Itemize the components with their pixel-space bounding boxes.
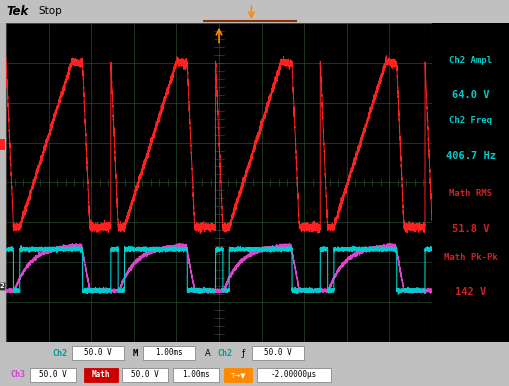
Text: 1.00ms: 1.00ms <box>182 371 210 379</box>
Text: Tek: Tek <box>7 5 29 18</box>
Bar <box>257 368 330 382</box>
Text: Stop: Stop <box>38 6 62 16</box>
Text: M: M <box>132 349 137 358</box>
Text: Math RMS: Math RMS <box>448 189 492 198</box>
Bar <box>173 368 218 382</box>
Text: Ch2 Ampl: Ch2 Ampl <box>448 56 492 64</box>
Text: -2.00000μs: -2.00000μs <box>270 371 317 379</box>
Bar <box>251 345 303 360</box>
Bar <box>30 368 76 382</box>
Text: Ch2: Ch2 <box>217 349 232 358</box>
Text: 1.00ms: 1.00ms <box>155 348 183 357</box>
Text: 50.0 V: 50.0 V <box>264 348 291 357</box>
Text: 50.0 V: 50.0 V <box>131 371 159 379</box>
Text: Math Pk-Pk: Math Pk-Pk <box>443 253 497 262</box>
Bar <box>72 345 124 360</box>
Text: Ch2: Ch2 <box>52 349 67 358</box>
Text: 51.8 V: 51.8 V <box>451 224 489 234</box>
Text: M: M <box>0 140 4 149</box>
Bar <box>223 368 251 382</box>
Text: T→▼: T→▼ <box>230 372 245 378</box>
Text: Ch2 Freq: Ch2 Freq <box>448 116 492 125</box>
Text: A: A <box>205 349 210 358</box>
Text: Ch3: Ch3 <box>11 371 25 379</box>
Bar <box>84 368 118 382</box>
Text: 2: 2 <box>0 283 4 289</box>
Bar <box>143 345 194 360</box>
Bar <box>122 368 167 382</box>
Text: 50.0 V: 50.0 V <box>84 348 111 357</box>
Text: 64.0 V: 64.0 V <box>451 90 489 100</box>
Text: 50.0 V: 50.0 V <box>39 371 67 379</box>
Text: 406.7 Hz: 406.7 Hz <box>445 151 495 161</box>
Text: 142 V: 142 V <box>455 288 486 298</box>
Text: ƒ: ƒ <box>241 349 244 358</box>
Text: Math: Math <box>92 371 110 379</box>
